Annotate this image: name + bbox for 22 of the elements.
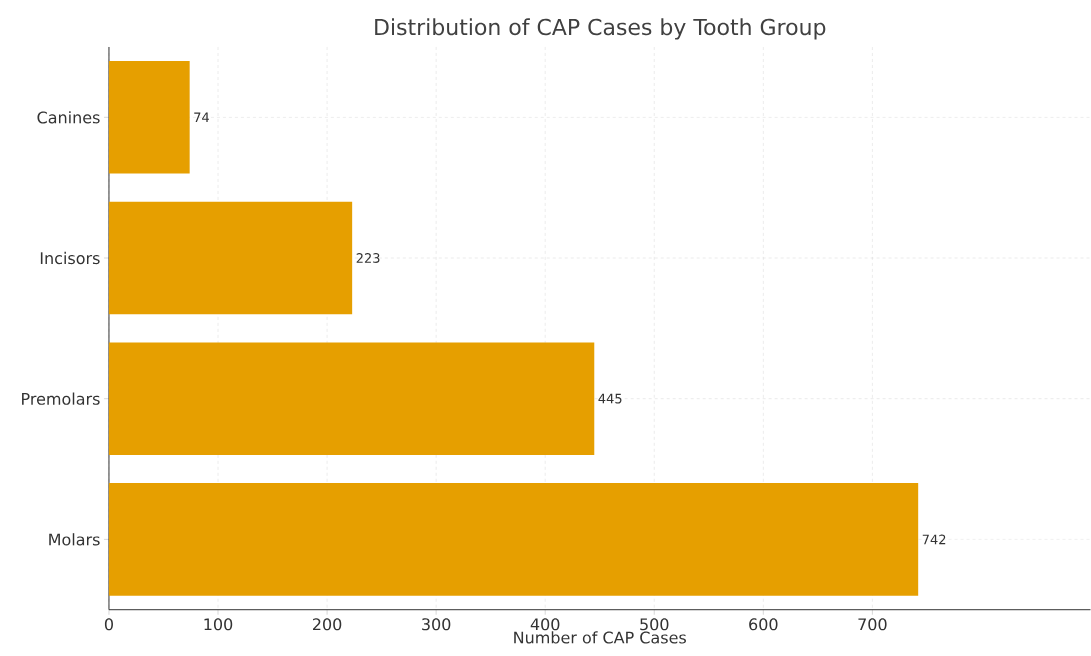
data-label: 742 xyxy=(922,534,946,545)
chart-title: Distribution of CAP Cases by Tooth Group xyxy=(375,18,826,40)
bar xyxy=(108,342,595,456)
bar xyxy=(108,483,919,596)
x-axis-title: Number of CAP Cases xyxy=(514,631,686,644)
data-label: 74 xyxy=(194,112,209,123)
bar xyxy=(108,201,353,315)
x-tick-label: 300 xyxy=(422,618,451,631)
x-tick-label: 0 xyxy=(104,618,113,631)
y-tick-label: Premolars xyxy=(22,392,100,406)
x-tick-label: 500 xyxy=(640,618,669,631)
y-tick-label: Incisors xyxy=(40,251,100,265)
x-tick-label: 700 xyxy=(858,618,887,631)
data-label: 223 xyxy=(356,253,380,264)
x-tick-label: 100 xyxy=(204,618,233,631)
y-tick-label: Canines xyxy=(37,111,100,124)
x-tick-label: 600 xyxy=(749,618,778,631)
x-tick-label: 400 xyxy=(530,618,560,631)
data-label: 445 xyxy=(598,394,622,404)
bar xyxy=(108,61,190,174)
y-tick-label: Molars xyxy=(49,533,100,546)
x-tick-label: 200 xyxy=(312,618,342,631)
